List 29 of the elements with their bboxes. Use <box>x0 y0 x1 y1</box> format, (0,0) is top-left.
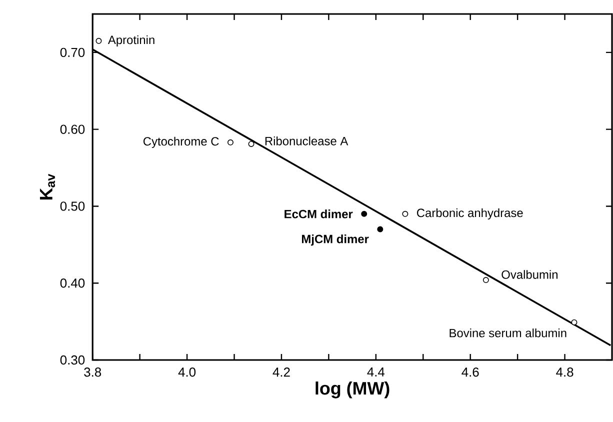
point <box>482 277 489 284</box>
point <box>96 38 102 44</box>
x-tick-label: 4.8 <box>556 368 574 377</box>
annotation: EcCM dimer <box>284 210 353 218</box>
point <box>377 226 384 232</box>
x-tick-label: 3.8 <box>84 368 102 377</box>
point <box>227 139 234 146</box>
y-tick-label: 0.30 <box>60 355 85 365</box>
x-tick-label: 4.0 <box>178 368 196 377</box>
point <box>571 319 578 326</box>
x-axis-title: log (MW) <box>316 382 390 398</box>
annotation: Ribonuclease A <box>265 136 348 146</box>
annotation: Ovalbumin <box>502 270 558 279</box>
annotation: Aprotinin <box>108 35 154 46</box>
annotation: Carbonic anhydrase <box>416 208 523 220</box>
x-tick-label: 4.4 <box>367 368 385 376</box>
y-axis-title: K$_{av}$ <box>40 174 56 200</box>
annotation: MjCM dimer <box>302 234 369 246</box>
annotation: Bovine serum albumin <box>450 328 566 338</box>
annotation: Cytochrome C <box>143 136 219 148</box>
y-tick-label: 0.70 <box>60 48 85 58</box>
y-tick-label: 0.50 <box>60 202 85 211</box>
x-tick-label: 4.2 <box>272 368 290 377</box>
y-tick-label: 0.40 <box>60 278 85 288</box>
point <box>248 140 254 147</box>
x-tick-label: 4.6 <box>462 368 479 377</box>
point <box>361 210 368 217</box>
point <box>402 210 408 217</box>
y-tick-label: 0.60 <box>60 124 85 134</box>
